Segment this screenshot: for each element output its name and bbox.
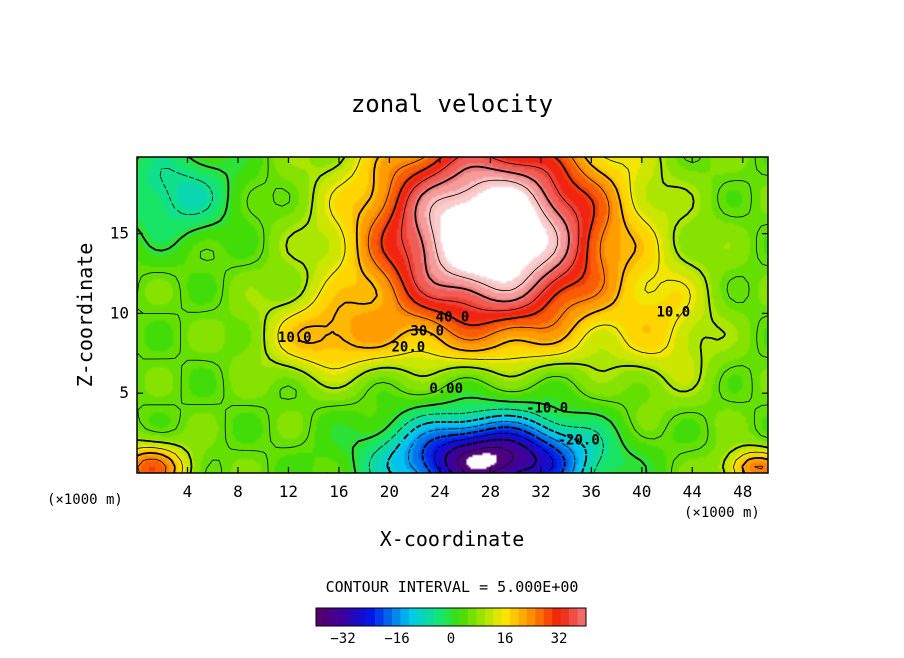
colorbar-tick-label: −16 bbox=[384, 631, 409, 647]
contour-line bbox=[386, 414, 588, 473]
colorbar-tick-label: 0 bbox=[447, 631, 455, 647]
y-unit-label: (×1000 m) bbox=[47, 492, 123, 508]
contour-label: -20.0 bbox=[558, 432, 600, 448]
colorbar-swatch bbox=[425, 608, 435, 626]
chart-title: zonal velocity bbox=[351, 90, 553, 118]
x-axis-label: X-coordinate bbox=[380, 527, 525, 551]
x-tick-label: 24 bbox=[430, 482, 449, 501]
colorbar-swatch bbox=[577, 608, 587, 626]
colorbar-swatch bbox=[510, 608, 519, 626]
contour-line bbox=[137, 157, 768, 473]
x-tick-label: 12 bbox=[279, 482, 298, 501]
colorbar-swatch bbox=[451, 608, 460, 626]
x-tick-label: 32 bbox=[531, 482, 550, 501]
contour-line bbox=[137, 157, 768, 473]
plot-frame bbox=[136, 156, 769, 474]
colorbar: −32 −16 0 16 32 bbox=[315, 607, 587, 647]
colorbar-swatch bbox=[391, 608, 401, 626]
contour-line bbox=[137, 157, 764, 473]
colorbar-swatch bbox=[535, 608, 545, 626]
colorbar-swatch bbox=[434, 608, 443, 626]
contour-line bbox=[137, 157, 768, 473]
colorbar-swatch bbox=[459, 608, 469, 626]
colorbar-swatch bbox=[493, 608, 502, 626]
contour-label: -10.0 bbox=[526, 400, 568, 416]
colorbar-swatch bbox=[476, 608, 486, 626]
contour-label: 10.0 bbox=[278, 330, 312, 346]
x-tick-label: 40 bbox=[632, 482, 651, 501]
contour-line bbox=[429, 179, 559, 292]
x-tick-label: 4 bbox=[183, 482, 193, 501]
colorbar-swatch bbox=[408, 608, 418, 626]
colorbar-swatch bbox=[484, 608, 494, 626]
y-tick-label: 15 bbox=[110, 224, 129, 243]
colorbar-swatch bbox=[552, 608, 561, 626]
contour-label: 30.0 bbox=[410, 324, 444, 340]
contour-line bbox=[434, 432, 554, 473]
colorbar-swatch bbox=[316, 608, 325, 626]
contour-line bbox=[414, 165, 570, 303]
x-tick-label: 20 bbox=[380, 482, 399, 501]
contour-lines bbox=[137, 157, 768, 473]
colorbar-swatch bbox=[341, 608, 351, 626]
colorbar-swatch bbox=[417, 608, 426, 626]
x-tick-label: 48 bbox=[733, 482, 752, 501]
colorbar-swatch bbox=[383, 608, 393, 626]
colorbar-swatch bbox=[501, 608, 511, 626]
colorbar-swatch bbox=[400, 608, 410, 626]
x-tick-label: 28 bbox=[481, 482, 500, 501]
colorbar-swatch bbox=[332, 608, 342, 626]
contour-line bbox=[137, 157, 648, 473]
colorbar-tick-label: −32 bbox=[330, 631, 355, 647]
x-tick-label: 36 bbox=[582, 482, 601, 501]
contour-line bbox=[401, 157, 580, 312]
contour-line bbox=[444, 438, 538, 473]
y-tick-label: 5 bbox=[119, 383, 129, 402]
colorbar-swatch bbox=[366, 608, 376, 626]
contour-line bbox=[421, 426, 566, 473]
contour-line bbox=[137, 157, 768, 473]
y-tick-label: 10 bbox=[110, 303, 129, 322]
contour-label: 0.00 bbox=[429, 381, 463, 397]
contour-line bbox=[408, 421, 576, 473]
colorbar-tick-label: 16 bbox=[497, 631, 514, 647]
colorbar-swatch bbox=[349, 608, 359, 626]
colorbar-swatch bbox=[358, 608, 367, 626]
contour-line bbox=[380, 157, 596, 327]
x-tick-label: 8 bbox=[233, 482, 243, 501]
x-tick-label: 16 bbox=[329, 482, 348, 501]
colorbar-swatch bbox=[526, 608, 536, 626]
colorbar-swatch bbox=[543, 608, 553, 626]
colorbar-swatch bbox=[467, 608, 477, 626]
colorbar-swatch bbox=[518, 608, 528, 626]
colorbar-tick-label: 32 bbox=[551, 631, 568, 647]
colorbar-swatch bbox=[569, 608, 578, 626]
x-tick-label: 44 bbox=[683, 482, 702, 501]
contour-label: 20.0 bbox=[391, 340, 425, 356]
colorbar-swatch bbox=[324, 608, 334, 626]
colorbar-swatch bbox=[560, 608, 570, 626]
contour-line bbox=[159, 168, 604, 473]
colorbar-frame bbox=[315, 607, 587, 627]
x-unit-label: (×1000 m) bbox=[684, 505, 760, 521]
colorbar-swatch bbox=[375, 608, 384, 626]
contour-label: 10.0 bbox=[656, 305, 690, 321]
colorbar-swatch bbox=[442, 608, 452, 626]
contour-label: 40.0 bbox=[436, 309, 470, 325]
contour-interval-label: CONTOUR INTERVAL = 5.000E+00 bbox=[326, 578, 579, 596]
y-axis-label: Z-coordinate bbox=[73, 243, 97, 388]
contour-labels: 40.030.020.0 10.0 10.0 0.00 -10.0 -20.0 bbox=[278, 305, 690, 449]
velocity-field bbox=[137, 157, 768, 473]
